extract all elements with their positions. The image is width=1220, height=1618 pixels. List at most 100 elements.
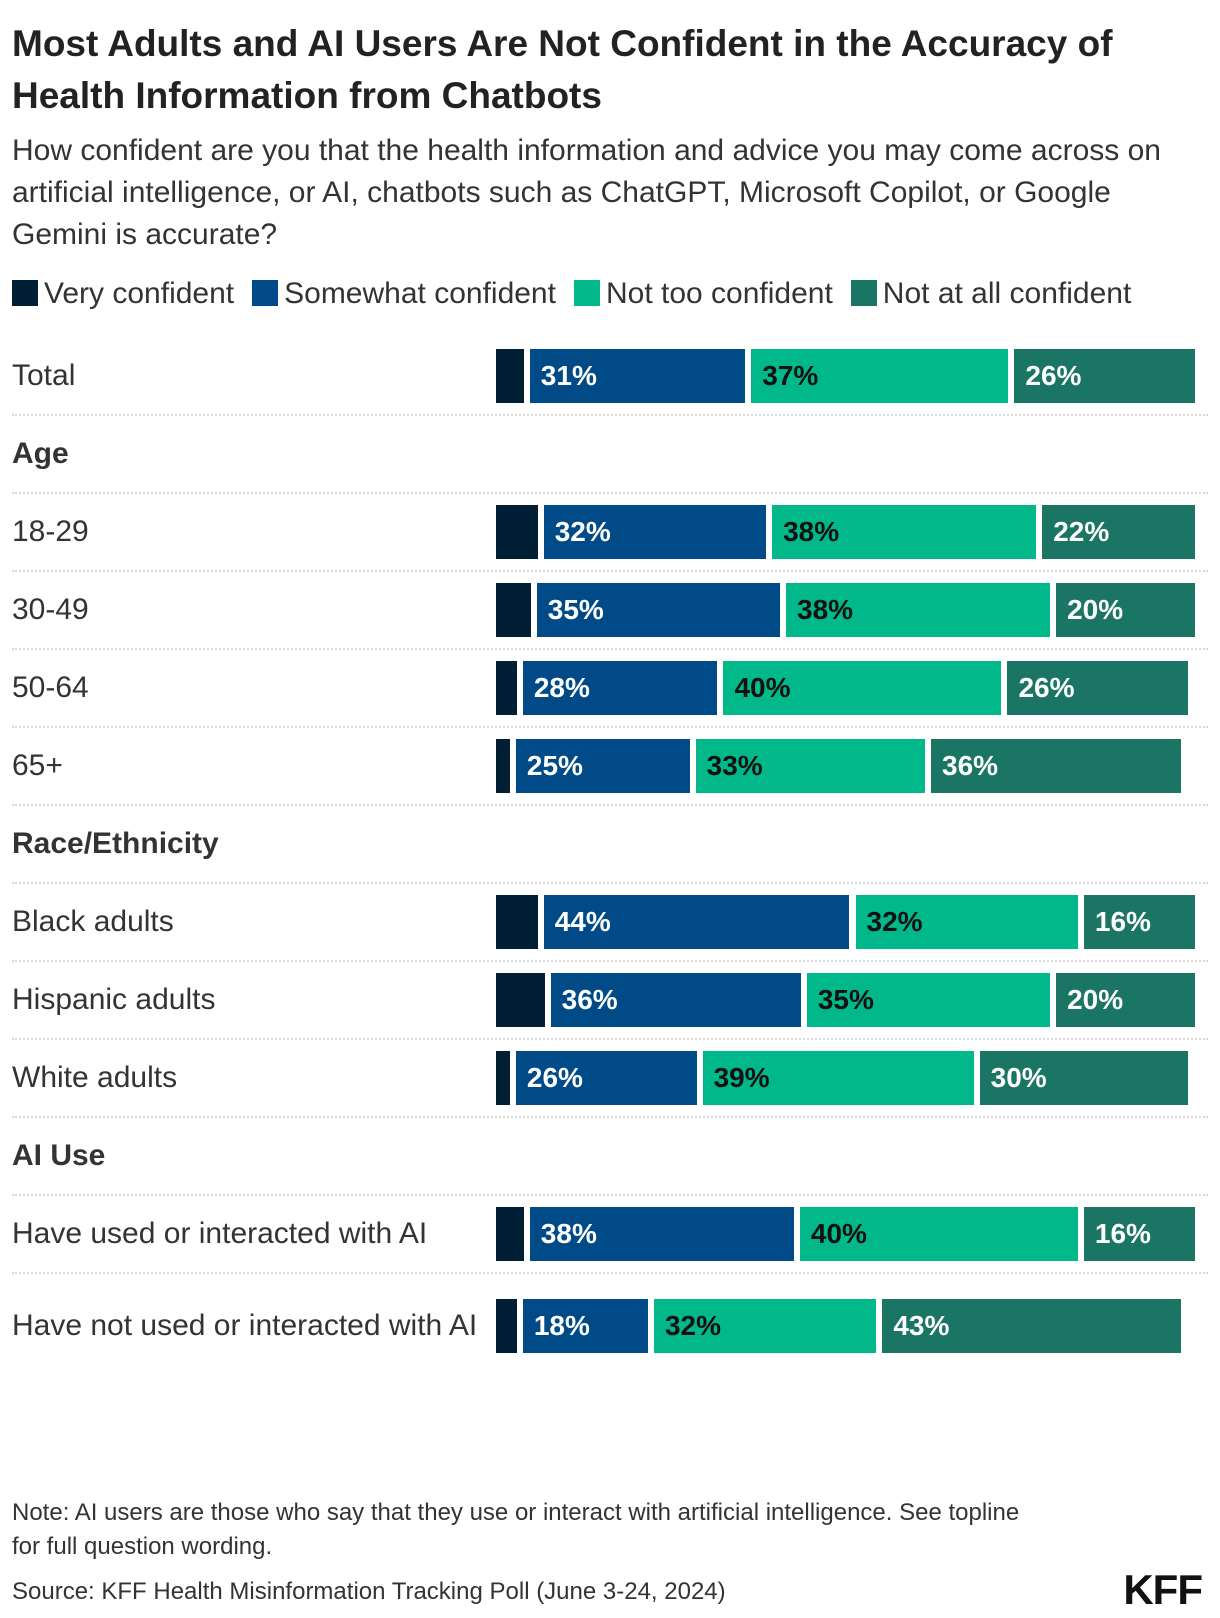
legend-item: Not too confident xyxy=(573,266,833,322)
bar-segment-somewhat-confident: 38% xyxy=(529,1207,794,1261)
bar-segment-not-too-confident: 40% xyxy=(723,661,1002,715)
row-label: Have not used or interacted with AI xyxy=(12,1309,478,1342)
stacked-bar: 35% 38% 20% xyxy=(496,583,1216,637)
bar-segment-not-too-confident: 32% xyxy=(653,1299,877,1353)
bar-segment-somewhat-confident: 18% xyxy=(522,1299,648,1353)
data-label: 32% xyxy=(866,906,923,937)
bar-segment-very-confident xyxy=(496,1051,510,1105)
legend-label: Not too confident xyxy=(605,277,833,310)
data-label: 33% xyxy=(706,750,763,781)
bar-segment-somewhat-confident: 35% xyxy=(536,583,780,637)
bar-segment-not-at-all-confident: 22% xyxy=(1042,505,1196,559)
bar-segment-somewhat-confident: 44% xyxy=(543,895,850,949)
data-label: 38% xyxy=(540,1218,597,1249)
data-label: 26% xyxy=(526,1062,583,1093)
row-label: Total xyxy=(12,359,76,392)
data-label: 16% xyxy=(1094,906,1151,937)
bar-segment-very-confident xyxy=(496,583,531,637)
bar-segment-very-confident xyxy=(496,895,538,949)
kff-logo: KFF xyxy=(1123,1566,1203,1613)
data-label: 32% xyxy=(554,516,611,547)
row-label: Have used or interacted with AI xyxy=(12,1217,428,1250)
data-label: 39% xyxy=(713,1062,770,1093)
stacked-bar: 25% 33% 36% xyxy=(496,739,1216,793)
legend-swatch xyxy=(12,280,38,306)
data-label: 26% xyxy=(1018,672,1075,703)
chart-rows: Total 31% 37% 26% Age 18-29 32% 38% 22% 30-49 35% 3… xyxy=(12,338,1208,1378)
legend-label: Not at all confident xyxy=(882,277,1132,310)
bar-segment-somewhat-confident: 31% xyxy=(529,349,746,403)
chart-subtitle: How confident are you that the health in… xyxy=(12,134,1161,251)
bar-segment-somewhat-confident: 28% xyxy=(522,661,718,715)
data-label: 25% xyxy=(526,750,583,781)
bar-segment-not-at-all-confident: 20% xyxy=(1056,973,1196,1027)
legend-swatch xyxy=(573,280,600,306)
data-label: 22% xyxy=(1053,516,1110,547)
bar-segment-not-at-all-confident: 16% xyxy=(1083,895,1196,949)
bar-row: Hispanic adults 36% 35% 20% xyxy=(12,962,1208,1040)
data-label: 35% xyxy=(817,984,874,1015)
bar-segment-not-at-all-confident: 16% xyxy=(1083,1207,1196,1261)
row-label: 50-64 xyxy=(12,671,89,704)
bar-segment-somewhat-confident: 26% xyxy=(515,1051,697,1105)
bar-row: Total 31% 37% 26% xyxy=(12,338,1208,416)
bar-segment-not-at-all-confident: 43% xyxy=(882,1299,1182,1353)
group-header: Race/Ethnicity xyxy=(12,806,1208,884)
stacked-bar: 18% 32% 43% xyxy=(496,1299,1216,1353)
bar-segment-not-too-confident: 40% xyxy=(799,1207,1078,1261)
bar-segment-not-too-confident: 33% xyxy=(695,739,925,793)
source: Source: KFF Health Misinformation Tracki… xyxy=(12,1578,726,1605)
bar-segment-not-at-all-confident: 36% xyxy=(931,739,1182,793)
bar-row: Have not used or interacted with AI 18% 32… xyxy=(12,1274,1208,1378)
bar-segment-not-at-all-confident: 30% xyxy=(979,1051,1189,1105)
bar-segment-not-at-all-confident: 26% xyxy=(1007,661,1189,715)
bar-row: 30-49 35% 38% 20% xyxy=(12,572,1208,650)
data-label: 31% xyxy=(540,360,597,391)
bar-segment-somewhat-confident: 36% xyxy=(550,973,801,1027)
bar-segment-somewhat-confident: 32% xyxy=(543,505,767,559)
legend: Very confident Somewhat confident Not too … xyxy=(12,266,1208,322)
data-label: 30% xyxy=(990,1062,1047,1093)
bar-segment-not-too-confident: 38% xyxy=(786,583,1051,637)
group-header: AI Use xyxy=(12,1118,1208,1196)
stacked-bar: 38% 40% 16% xyxy=(496,1207,1216,1261)
legend-swatch xyxy=(252,280,279,306)
data-label: 35% xyxy=(547,594,604,625)
legend-item: Somewhat confident xyxy=(252,266,556,322)
group-label: AI Use xyxy=(12,1139,106,1172)
data-label: 28% xyxy=(533,672,590,703)
row-label: Black adults xyxy=(12,905,174,938)
stacked-bar: 28% 40% 26% xyxy=(496,661,1216,715)
bar-segment-somewhat-confident: 25% xyxy=(515,739,690,793)
bar-segment-not-too-confident: 32% xyxy=(855,895,1078,949)
bar-segment-very-confident xyxy=(496,505,538,559)
data-label: 18% xyxy=(533,1310,590,1341)
row-label: 30-49 xyxy=(12,593,89,626)
bar-row: Black adults 44% 32% 16% xyxy=(12,884,1208,962)
bar-segment-very-confident xyxy=(496,661,517,715)
bar-segment-not-too-confident: 39% xyxy=(702,1051,974,1105)
data-label: 44% xyxy=(554,906,611,937)
bar-segment-not-at-all-confident: 26% xyxy=(1014,349,1196,403)
legend-label: Very confident xyxy=(44,277,235,310)
stacked-bar: 36% 35% 20% xyxy=(496,973,1216,1027)
row-label: 65+ xyxy=(12,749,63,782)
data-label: 37% xyxy=(762,360,819,391)
legend-item: Very confident xyxy=(12,266,234,322)
bar-segment-very-confident xyxy=(496,1207,524,1261)
bar-segment-not-at-all-confident: 20% xyxy=(1056,583,1196,637)
data-label: 20% xyxy=(1067,984,1124,1015)
data-label: 16% xyxy=(1094,1218,1151,1249)
data-label: 38% xyxy=(783,516,840,547)
data-label: 40% xyxy=(734,672,791,703)
legend-item: Not at all confident xyxy=(850,266,1132,322)
data-label: 40% xyxy=(810,1218,867,1249)
bar-row: Have used or interacted with AI 38% 40% 16% xyxy=(12,1196,1208,1274)
stacked-bar: 44% 32% 16% xyxy=(496,895,1216,949)
bar-segment-not-too-confident: 35% xyxy=(806,973,1051,1027)
row-label: Hispanic adults xyxy=(12,983,216,1016)
bar-segment-not-too-confident: 38% xyxy=(772,505,1037,559)
group-label: Race/Ethnicity xyxy=(12,827,219,860)
data-label: 32% xyxy=(664,1310,721,1341)
